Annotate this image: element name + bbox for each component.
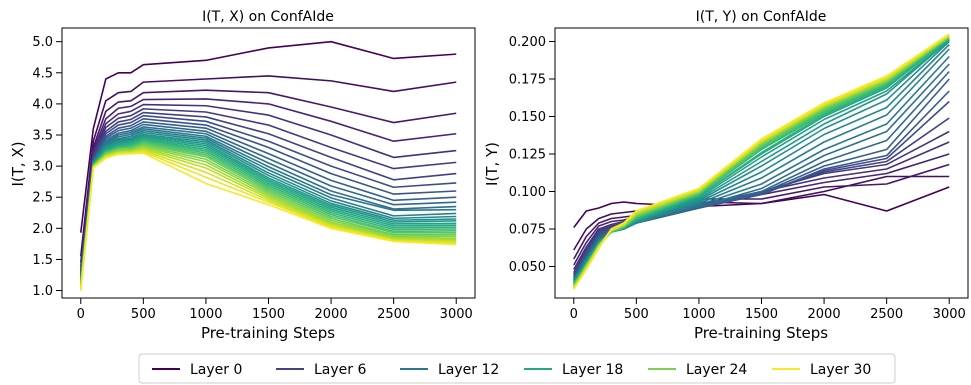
x-tick-label: 3000 xyxy=(933,307,966,322)
y-tick-label: 5.0 xyxy=(32,35,53,50)
y-tick-label: 3.5 xyxy=(32,129,53,144)
mi-tx-chart: I(T, X) on ConfAIde 0 500 1000 1500 2000 2500… xyxy=(9,9,476,342)
series-line-layer-0 xyxy=(573,186,950,228)
y-tick-label: 2.0 xyxy=(32,222,53,237)
series-line-layer-0 xyxy=(79,40,457,233)
legend-label: Layer 0 xyxy=(190,362,242,378)
x-tick-label: 500 xyxy=(624,307,649,322)
series-line-layer-22 xyxy=(79,142,457,286)
legend-label: Layer 12 xyxy=(438,362,499,378)
y-tick-label: 1.5 xyxy=(32,253,53,268)
legend-label: Layer 30 xyxy=(810,362,871,378)
legend-item: Layer 30 xyxy=(772,362,871,378)
y-tick-label: 0.175 xyxy=(509,73,546,88)
series-line-layer-1 xyxy=(79,75,457,257)
legend-label: Layer 6 xyxy=(314,362,366,378)
legend-item: Layer 12 xyxy=(400,362,499,378)
legend-items: Layer 0 Layer 6 Layer 12 Layer 18 Layer 24 La… xyxy=(152,362,871,378)
legend-box xyxy=(138,353,896,384)
series-line-layer-6 xyxy=(79,111,457,274)
x-axis-ticks: 0 500 1000 1500 2000 2500 3000 xyxy=(77,298,473,322)
y-axis-label: I(T, Y) xyxy=(483,142,501,186)
series-line-layer-4 xyxy=(79,103,457,271)
legend-item: Layer 24 xyxy=(648,362,747,378)
y-tick-label: 0.150 xyxy=(509,110,546,125)
legend-item: Layer 18 xyxy=(524,362,623,378)
x-axis-ticks: 0 500 1000 1500 2000 2500 3000 xyxy=(570,298,966,322)
mi-ty-chart: I(T, Y) on ConfAIde 0 500 1000 1500 2000 2500… xyxy=(483,9,969,342)
x-tick-label: 1000 xyxy=(189,307,222,322)
x-tick-label: 2500 xyxy=(377,307,410,322)
x-tick-label: 1500 xyxy=(252,307,285,322)
y-axis-ticks: 1.0 1.5 2.0 2.5 3.0 3.5 4.0 4.5 5.0 xyxy=(32,35,62,299)
x-tick-label: 0 xyxy=(570,307,578,322)
x-tick-label: 1500 xyxy=(745,307,778,322)
x-tick-label: 3000 xyxy=(440,307,473,322)
legend-label: Layer 24 xyxy=(686,362,747,378)
y-tick-label: 4.5 xyxy=(32,66,53,81)
y-axis-ticks: 0.050 0.075 0.100 0.125 0.150 0.175 0.200 xyxy=(509,35,555,275)
y-tick-label: 0.125 xyxy=(509,148,546,163)
series-line-layer-30 xyxy=(573,33,950,290)
series-line-layer-19 xyxy=(79,138,457,284)
y-tick-label: 1.0 xyxy=(32,284,53,299)
series-line-layer-3 xyxy=(79,98,457,267)
plot-frame xyxy=(61,27,476,299)
y-axis-label: I(T, X) xyxy=(9,141,27,186)
series-line-layer-1 xyxy=(573,175,950,251)
legend-item: Layer 0 xyxy=(152,362,242,378)
plot-frame xyxy=(554,27,969,299)
series-line-layer-30 xyxy=(79,152,457,291)
x-tick-label: 2500 xyxy=(870,307,903,322)
x-axis-label: Pre-training Steps xyxy=(201,324,335,342)
series-line-layer-3 xyxy=(573,153,950,266)
x-tick-label: 0 xyxy=(77,307,85,322)
x-tick-label: 2000 xyxy=(315,307,348,322)
y-tick-label: 2.5 xyxy=(32,191,53,206)
series-line-layer-7 xyxy=(79,114,457,276)
x-tick-label: 500 xyxy=(131,307,156,322)
chart-title: I(T, Y) on ConfAIde xyxy=(696,9,827,25)
legend-item: Layer 6 xyxy=(276,362,366,378)
x-axis-label: Pre-training Steps xyxy=(694,324,828,342)
chart-title: I(T, X) on ConfAIde xyxy=(202,9,334,25)
series-lines xyxy=(573,33,950,290)
series-lines xyxy=(79,40,457,291)
series-line-layer-12 xyxy=(573,55,950,281)
series-line-layer-2 xyxy=(79,89,457,263)
y-tick-label: 0.075 xyxy=(509,223,546,238)
series-line-layer-14 xyxy=(79,131,457,281)
y-tick-label: 0.100 xyxy=(509,185,546,200)
y-tick-label: 0.200 xyxy=(509,35,546,50)
legend: Layer 0 Layer 6 Layer 12 Layer 18 Layer 24 La… xyxy=(138,353,896,384)
x-tick-label: 1000 xyxy=(682,307,715,322)
series-line-layer-10 xyxy=(573,70,950,279)
y-tick-label: 4.0 xyxy=(32,97,53,112)
y-tick-label: 0.050 xyxy=(509,260,546,275)
series-line-layer-14 xyxy=(573,43,950,282)
y-tick-label: 3.0 xyxy=(32,160,53,175)
series-line-layer-5 xyxy=(79,108,457,272)
x-tick-label: 2000 xyxy=(808,307,841,322)
legend-label: Layer 18 xyxy=(562,362,623,378)
